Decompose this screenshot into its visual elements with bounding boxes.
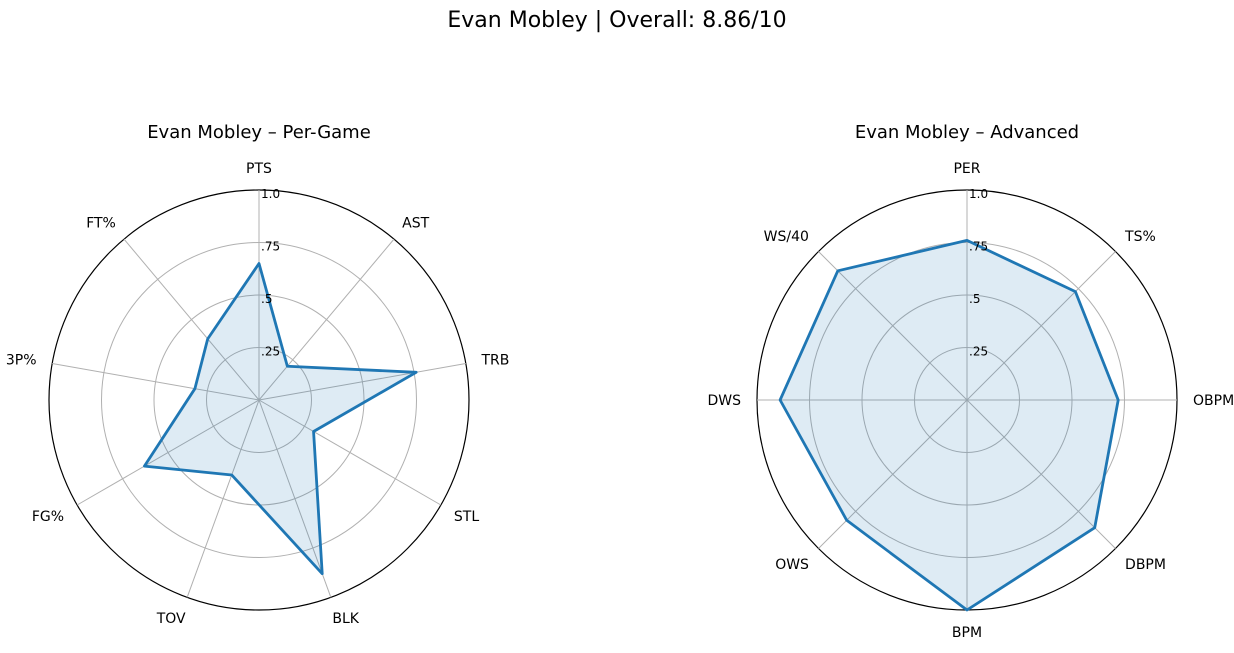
radar-area-fill	[144, 263, 417, 574]
axis-label: BLK	[332, 611, 359, 627]
axis-label: TRB	[480, 353, 509, 369]
axis-label: FT%	[86, 215, 116, 231]
radial-tick-label: 1.0	[261, 187, 280, 201]
axis-label: TOV	[156, 611, 186, 627]
radar-spoke	[186, 399, 260, 598]
radar-series-line	[143, 262, 418, 576]
radial-tick-label: .5	[261, 292, 272, 306]
axis-label: STL	[454, 509, 479, 525]
radar-spoke	[258, 399, 442, 506]
chart-title: Evan Mobley – Per-Game	[147, 122, 371, 143]
axis-label: PTS	[246, 161, 272, 177]
radar-spoke	[258, 238, 395, 401]
radar-spoke	[123, 238, 260, 401]
axis-label: 3P%	[6, 353, 37, 369]
radial-tick-label: .75	[261, 240, 280, 254]
radial-tick-label: .25	[261, 345, 280, 359]
radar-spoke	[76, 399, 260, 506]
radar-spoke	[258, 399, 332, 598]
figure-suptitle: Evan Mobley | Overall: 8.86/10	[447, 8, 787, 33]
axis-label: FG%	[32, 509, 64, 525]
radar-spoke	[52, 363, 260, 401]
radar-spoke	[258, 363, 466, 401]
axis-label: AST	[402, 215, 429, 231]
